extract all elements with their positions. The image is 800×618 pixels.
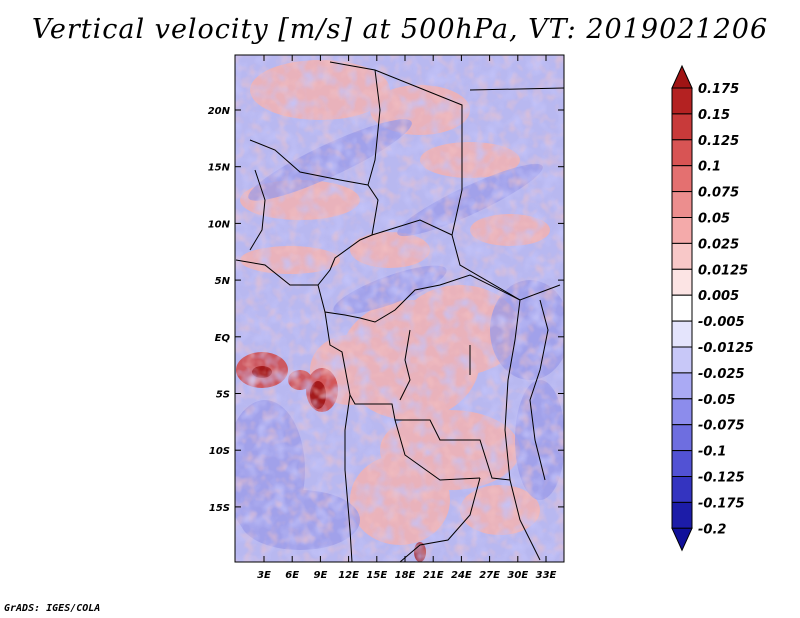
colorbar-label: -0.05 — [698, 393, 735, 408]
colorbar-swatch — [671, 320, 693, 348]
lon-label: 30E — [507, 570, 528, 581]
colorbar-swatch — [671, 165, 693, 193]
colorbar-swatch — [671, 346, 693, 374]
colorbar-swatch — [671, 268, 693, 296]
lat-label: 5N — [215, 276, 231, 287]
axis-ticks — [235, 55, 564, 562]
colorbar-swatch — [671, 242, 693, 270]
colorbar-label: 0.0125 — [698, 263, 748, 278]
colorbar-swatch — [671, 372, 693, 400]
lon-label: 24E — [451, 570, 472, 581]
lat-label: 5S — [216, 390, 230, 401]
lon-label: 18E — [395, 570, 416, 581]
colorbar-swatch — [671, 113, 693, 141]
colorbar-label: -0.005 — [698, 315, 745, 330]
colorbar-swatch — [671, 424, 693, 452]
colorbar-swatch — [671, 294, 693, 322]
colorbar — [671, 64, 693, 552]
lon-label: 6E — [285, 570, 299, 581]
lat-label: 15N — [208, 163, 231, 174]
lat-label: 10N — [208, 219, 231, 230]
lon-label: 27E — [479, 570, 500, 581]
lat-label: EQ — [215, 333, 231, 344]
lon-label: 12E — [338, 570, 359, 581]
lat-label: 20N — [208, 106, 231, 117]
colorbar-swatch — [671, 398, 693, 426]
colorbar-label: 0.1 — [698, 160, 721, 175]
colorbar-bottom-arrow — [671, 527, 693, 552]
lon-label: 21E — [423, 570, 444, 581]
footer-credit: GrADS: IGES/COLA — [4, 603, 101, 614]
lon-label: 9E — [314, 570, 328, 581]
lat-label: 10S — [209, 446, 230, 457]
lat-label: 15S — [209, 503, 230, 514]
colorbar-label: 0.05 — [698, 212, 730, 227]
colorbar-label: 0.005 — [698, 289, 739, 304]
colorbar-label: -0.1 — [698, 445, 726, 460]
colorbar-swatch — [671, 501, 693, 529]
velocity-field — [235, 55, 564, 562]
colorbar-swatch — [671, 139, 693, 167]
colorbar-label: 0.075 — [698, 186, 739, 201]
colorbar-label: -0.175 — [698, 496, 745, 511]
colorbar-label: -0.0125 — [698, 341, 754, 356]
lon-label: 15E — [366, 570, 387, 581]
colorbar-label: -0.025 — [698, 367, 745, 382]
longitude-labels: 3E 6E 9E 12E 15E 18E 21E 24E 27E 30E 33E — [257, 570, 556, 581]
chart-title: Vertical velocity [m/s] at 500hPa, VT: 2… — [31, 14, 769, 45]
colorbar-label: -0.075 — [698, 419, 745, 434]
colorbar-swatch — [671, 87, 693, 115]
lon-label: 3E — [257, 570, 271, 581]
colorbar-labels: 0.175 0.15 0.125 0.1 0.075 0.05 0.025 0.0125 0.0… — [698, 82, 754, 537]
colorbar-label: 0.125 — [698, 134, 739, 149]
colorbar-swatch — [671, 217, 693, 244]
colorbar-swatch — [671, 450, 693, 478]
colorbar-swatch — [671, 476, 693, 503]
country-borders — [235, 61, 564, 562]
colorbar-swatch — [671, 191, 693, 219]
colorbar-label: 0.15 — [698, 108, 730, 123]
colorbar-label: -0.2 — [698, 522, 726, 537]
latitude-labels: 20N 15N 10N 5N EQ 5S 10S 15S — [208, 106, 231, 514]
colorbar-top-arrow — [671, 64, 693, 89]
colorbar-label: 0.025 — [698, 237, 739, 252]
colorbar-label: 0.175 — [698, 82, 739, 97]
lon-label: 33E — [536, 570, 557, 581]
colorbar-label: -0.125 — [698, 471, 745, 486]
